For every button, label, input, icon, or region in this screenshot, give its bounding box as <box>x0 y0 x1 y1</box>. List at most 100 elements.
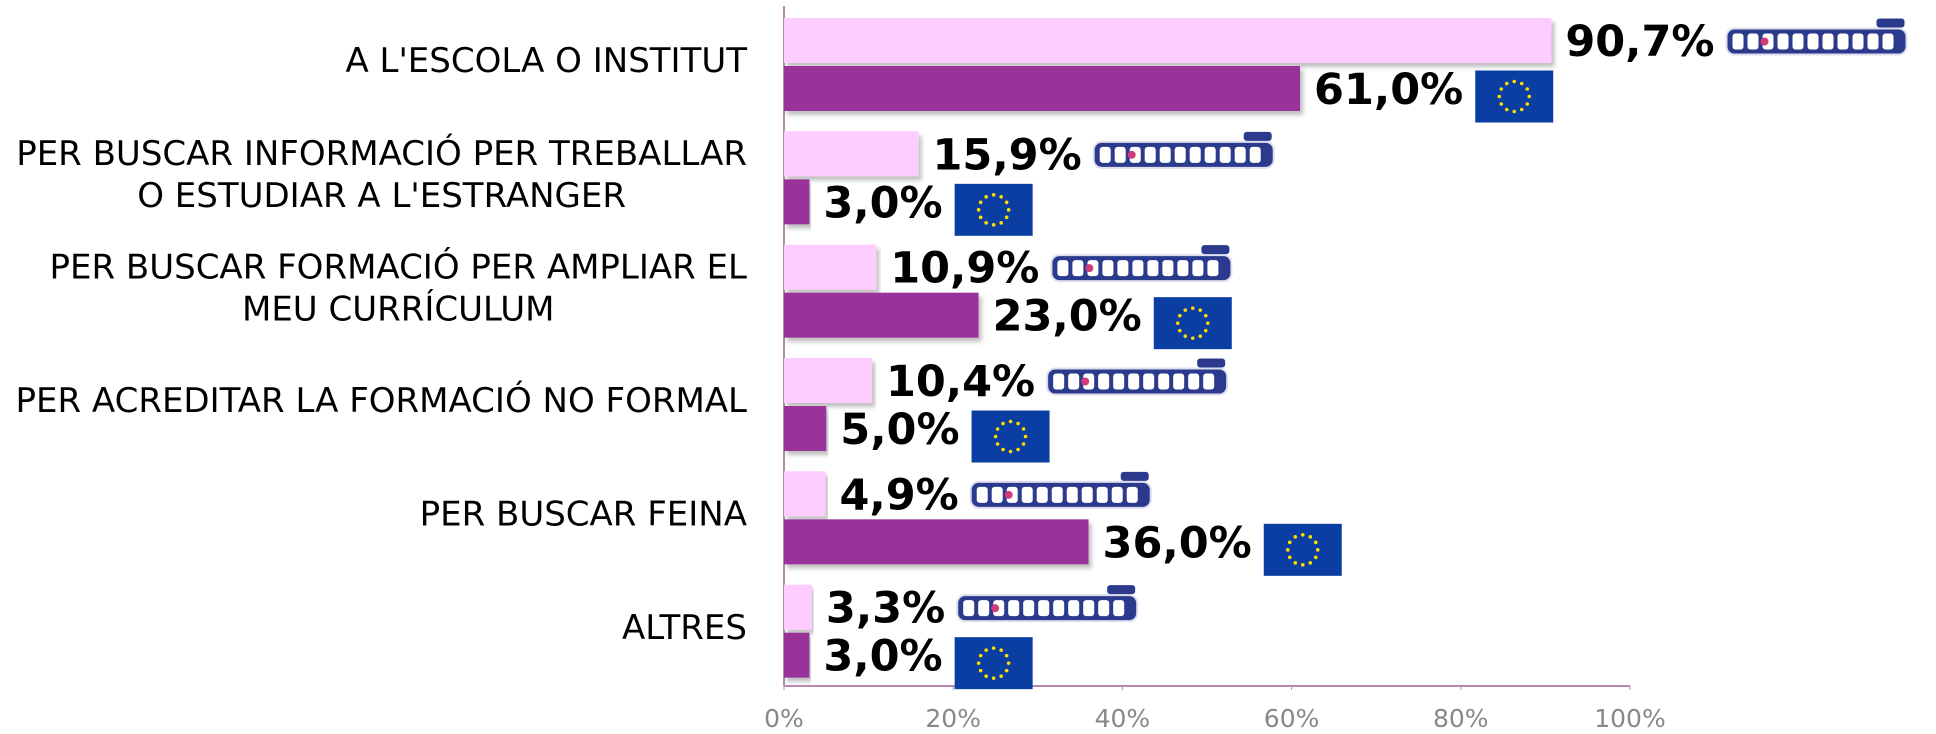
flag-star <box>991 676 996 680</box>
logo-letter <box>1117 260 1129 277</box>
flag-star <box>999 195 1003 199</box>
logo-letter <box>1882 33 1894 50</box>
flag-star <box>1023 434 1028 439</box>
x-tick-label: 20% <box>925 704 981 733</box>
bar <box>784 519 1089 565</box>
flag-star <box>1198 308 1203 312</box>
flag-star <box>1512 109 1517 114</box>
flag-field <box>1263 523 1342 576</box>
adolescents-logo <box>1046 358 1229 396</box>
flag-star <box>1016 447 1020 452</box>
flag-star <box>1287 555 1292 560</box>
eu-flag-icon <box>1263 523 1342 576</box>
logo-letter <box>1021 486 1033 503</box>
category-label: ALTRES <box>622 608 747 648</box>
value-label: 3,0% <box>823 632 942 682</box>
flag-star <box>1008 449 1013 454</box>
logo-letter <box>976 486 988 503</box>
logo-dot <box>1081 377 1090 386</box>
logo-letter <box>1126 486 1138 503</box>
logo-letter <box>1081 486 1093 503</box>
flag-star <box>1499 87 1504 91</box>
bar <box>784 131 919 177</box>
flag-star <box>1285 548 1290 552</box>
category-label: PER BUSCAR FEINA <box>420 495 747 535</box>
value-label: 5,0% <box>840 405 959 455</box>
logo-dot <box>1127 150 1136 159</box>
flag-star <box>995 442 1000 446</box>
logo-letter <box>1234 146 1246 163</box>
flag-star <box>1198 334 1203 338</box>
flag-star <box>991 193 996 197</box>
logo-letter <box>1852 33 1864 50</box>
adolescents-logo <box>1725 18 1908 56</box>
bar <box>784 406 827 451</box>
flag-star <box>1190 306 1195 310</box>
flag-star <box>1183 334 1188 338</box>
logo-letter <box>978 600 990 617</box>
flag-star <box>1504 81 1509 86</box>
flag-star <box>978 653 983 658</box>
logo-crown <box>1120 471 1149 481</box>
logo-letter <box>1219 146 1231 163</box>
eu-flag-icon <box>1475 70 1554 123</box>
category-label: PER ACREDITAR LA FORMACIÓ NO FORMAL <box>16 380 748 421</box>
flag-star <box>1497 94 1502 99</box>
flag-star <box>984 648 988 652</box>
adolescents-logo <box>1050 245 1233 283</box>
value-label: 61,0% <box>1314 65 1463 115</box>
logo-letter <box>1807 33 1819 50</box>
logo-letter <box>1066 486 1078 503</box>
logo-letter <box>1792 33 1804 50</box>
value-label: 10,9% <box>890 244 1039 294</box>
flag-star <box>1006 208 1011 212</box>
eu-flag-icon <box>954 637 1033 690</box>
logo-letter <box>1188 373 1200 390</box>
logo-letter <box>1173 373 1185 390</box>
flag-star <box>1190 336 1195 340</box>
flag-star <box>1313 540 1318 545</box>
flag-star <box>1300 533 1305 537</box>
logo-letter <box>1732 33 1744 50</box>
flag-star <box>1504 107 1509 112</box>
flag-star <box>1512 79 1517 84</box>
value-label: 90,7% <box>1565 17 1714 67</box>
flag-star <box>1004 215 1009 220</box>
logo-crown <box>1876 18 1905 28</box>
logo-letter <box>1053 600 1065 617</box>
flag-star <box>1183 308 1188 312</box>
logo-letter <box>1023 600 1035 617</box>
logo-letter <box>1098 373 1110 390</box>
logo-letter <box>1096 486 1108 503</box>
logo-letter <box>1207 260 1219 277</box>
eu-flag-icon <box>1153 297 1232 350</box>
flag-field <box>971 410 1050 463</box>
logo-letter <box>991 486 1003 503</box>
flag-star <box>1001 447 1005 452</box>
logo-letter <box>1008 600 1020 617</box>
flag-star <box>995 427 1000 431</box>
logo-letter <box>1111 486 1123 503</box>
logo-letter <box>1837 33 1849 50</box>
logo-crown <box>1197 358 1226 368</box>
flag-star <box>1004 653 1009 658</box>
logo-letter <box>1143 373 1155 390</box>
flag-star <box>1016 421 1020 426</box>
logo-letter <box>1113 373 1125 390</box>
flag-star <box>1177 313 1182 318</box>
value-label: 3,0% <box>823 178 942 228</box>
flag-star <box>1313 555 1318 560</box>
flag-star <box>993 434 998 439</box>
category-label: PER BUSCAR FORMACIÓ PER AMPLIAR EL MEU CU… <box>49 246 747 329</box>
flag-star <box>1175 321 1180 325</box>
logo-letter <box>1144 146 1156 163</box>
flag-star <box>999 648 1003 652</box>
bar <box>784 471 826 517</box>
logo-letter <box>1747 33 1759 50</box>
flag-star <box>978 668 983 673</box>
x-tick-label: 80% <box>1433 704 1489 733</box>
adolescents-logo <box>1092 131 1275 169</box>
x-tick-label: 0% <box>764 704 804 733</box>
logo-letter <box>1114 146 1126 163</box>
